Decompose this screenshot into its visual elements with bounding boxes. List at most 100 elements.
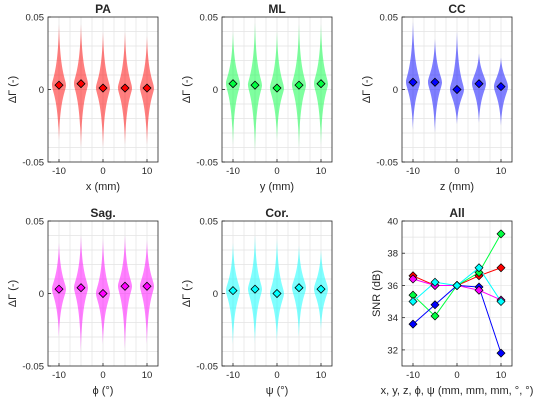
median-marker (452, 84, 462, 95)
y-tick-label: -0.05 (196, 158, 218, 169)
series-marker (496, 229, 506, 239)
median-marker (408, 77, 418, 87)
y-tick-label: 0 (213, 289, 218, 300)
y-axis-label: ΔΓ (-) (181, 280, 193, 307)
y-tick-label: -0.05 (196, 362, 218, 373)
x-tick-label: 0 (274, 370, 279, 381)
x-tick-label: 10 (496, 370, 507, 381)
x-tick-label: 0 (100, 166, 105, 177)
panel-6: -10 0 10 32 34 36 38 40 All x, y, z, ϕ, ψ (mm, mm… (371, 206, 533, 397)
x-axis-label: ψ (°) (266, 385, 289, 397)
series-marker (452, 280, 462, 290)
median-marker (76, 283, 86, 293)
violin (450, 31, 464, 125)
y-tick-label: 0.05 (200, 13, 219, 24)
violin (140, 239, 154, 345)
y-axis-label: SNR (dB) (371, 270, 383, 317)
median-marker (430, 77, 440, 87)
y-tick-label: 0.05 (200, 217, 219, 228)
median-marker (474, 79, 484, 89)
y-tick-label: -0.05 (22, 158, 44, 169)
y-tick-label: 38 (387, 249, 398, 260)
x-tick-label: 10 (142, 370, 153, 381)
x-tick-label: 0 (274, 166, 279, 177)
y-tick-label: 0.05 (26, 13, 45, 24)
median-marker (142, 281, 152, 291)
y-tick-label: 0 (39, 85, 44, 96)
y-tick-label: -0.05 (376, 158, 398, 169)
panel-2: -10 0 10 -0.05 0 0.05 ML y (mm) ΔΓ (-) (181, 2, 333, 193)
panel-title: CC (448, 2, 466, 16)
series-marker (430, 300, 440, 310)
median-marker (228, 286, 238, 296)
series-marker (474, 268, 484, 278)
panel-title: Sag. (90, 206, 115, 220)
x-tick-label: 0 (100, 370, 105, 381)
panel-title: All (449, 206, 464, 220)
median-marker (98, 83, 108, 93)
x-tick-label: 0 (454, 166, 459, 177)
x-tick-label: -10 (226, 370, 240, 381)
x-tick-label: 10 (142, 166, 153, 177)
median-marker (316, 79, 326, 89)
median-marker (120, 281, 130, 291)
median-marker (294, 80, 304, 90)
y-tick-label: 36 (387, 281, 398, 292)
y-tick-label: 0 (213, 85, 218, 96)
median-marker (294, 283, 304, 293)
y-axis-label: ΔΓ (-) (7, 280, 19, 307)
x-tick-label: 10 (496, 166, 507, 177)
median-marker (272, 288, 282, 299)
y-axis-label: ΔΓ (-) (361, 76, 373, 103)
x-axis-label: ϕ (°) (93, 385, 114, 397)
violin (494, 57, 508, 126)
median-marker (98, 288, 108, 299)
panel-title: ML (268, 2, 285, 16)
median-marker (272, 83, 282, 93)
panel-5: -10 0 10 -0.05 0 0.05 Cor. ψ (°) ΔΓ (-) (181, 206, 333, 397)
y-tick-label: 0.05 (26, 217, 45, 228)
y-tick-label: -0.05 (22, 362, 44, 373)
median-marker (228, 79, 238, 89)
median-marker (54, 284, 64, 294)
median-marker (496, 82, 506, 92)
series-marker (496, 297, 506, 307)
y-tick-label: 32 (387, 345, 398, 356)
x-tick-label: -10 (52, 166, 66, 177)
series-marker (474, 263, 484, 273)
x-axis-label: x (mm) (86, 181, 120, 193)
y-axis-label: ΔΓ (-) (181, 76, 193, 103)
panel-1: -10 0 10 -0.05 0 0.05 PA x (mm) ΔΓ (-) (7, 2, 159, 193)
panel-title: Cor. (265, 206, 288, 220)
x-tick-label: 10 (316, 166, 327, 177)
x-tick-label: 0 (454, 370, 459, 381)
series-marker (496, 263, 506, 273)
panel-3: -10 0 10 -0.05 0 0.05 CC z (mm) ΔΓ (-) (361, 2, 513, 193)
series-marker (430, 311, 440, 321)
panel-4: -10 0 10 -0.05 0 0.05 Sag. ϕ (°) ΔΓ (-) (7, 206, 159, 397)
x-axis-label: y (mm) (260, 181, 294, 193)
x-tick-label: -10 (406, 370, 420, 381)
median-marker (76, 79, 86, 89)
median-marker (250, 284, 260, 294)
series-marker (408, 274, 418, 284)
series-marker (474, 285, 484, 295)
x-tick-label: -10 (226, 166, 240, 177)
median-marker (54, 80, 64, 90)
y-tick-label: 34 (387, 313, 398, 324)
y-tick-label: 0.05 (380, 13, 399, 24)
median-marker (120, 83, 130, 93)
series-marker (496, 348, 506, 358)
panel-title: PA (95, 2, 111, 16)
y-tick-label: 40 (387, 217, 398, 228)
y-axis-label: ΔΓ (-) (7, 76, 19, 103)
series-marker (408, 319, 418, 329)
violin (406, 21, 420, 131)
median-marker (250, 80, 260, 90)
x-tick-label: 10 (316, 370, 327, 381)
violin (74, 235, 88, 352)
series-marker (430, 277, 440, 287)
y-tick-label: 0 (393, 85, 398, 96)
series-marker (408, 297, 418, 307)
